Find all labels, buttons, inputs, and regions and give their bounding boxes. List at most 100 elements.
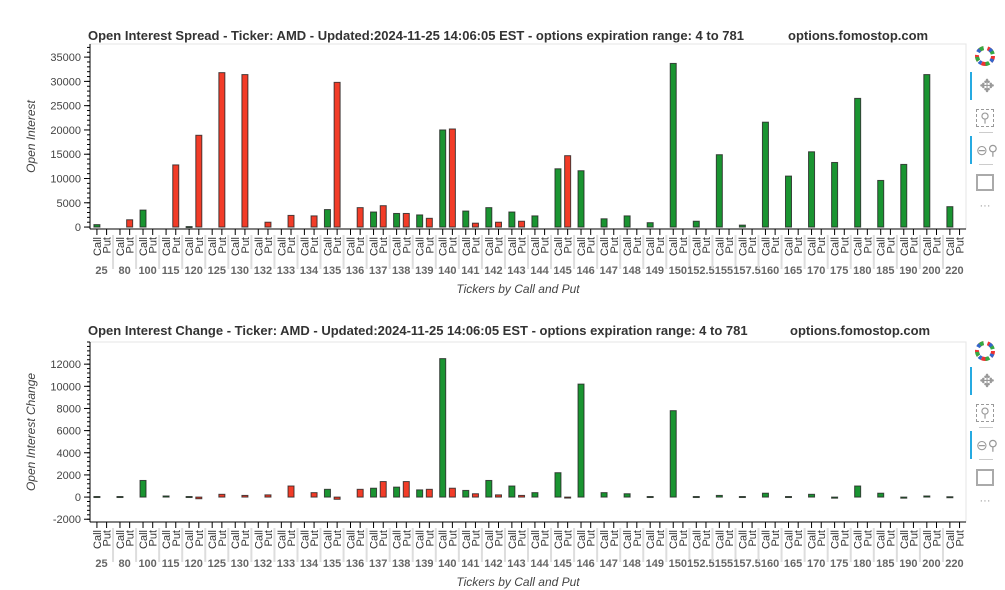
- x-subcategory-label-put: Put: [355, 530, 367, 547]
- x-subcategory-label-call: Call: [599, 530, 611, 549]
- x-subcategory-label-call: Call: [576, 237, 588, 256]
- x-subcategory-label-call: Call: [691, 237, 703, 256]
- x-subcategory-label-call: Call: [830, 530, 842, 549]
- x-subcategory-label-put: Put: [540, 530, 552, 547]
- box-zoom-icon[interactable]: ⚲: [970, 104, 1000, 132]
- x-subcategory-label-call: Call: [807, 530, 819, 549]
- bar-put-135: [333, 81, 341, 228]
- box-zoom-icon[interactable]: ⚲: [970, 399, 1000, 427]
- x-subcategory-label-put: Put: [701, 530, 713, 547]
- x-subcategory-label-put: Put: [908, 237, 920, 254]
- bokeh-logo-icon[interactable]: [970, 42, 1000, 70]
- x-subcategory-label-call: Call: [553, 237, 565, 256]
- x-subcategory-label-put: Put: [171, 237, 183, 254]
- x-category-label: 140: [438, 265, 456, 277]
- bar-put-120: [195, 134, 203, 228]
- x-subcategory-label-call: Call: [161, 237, 173, 256]
- x-subcategory-label-call: Call: [645, 237, 657, 256]
- save-icon[interactable]: [970, 168, 1000, 196]
- wheel-zoom-icon[interactable]: ⊖⚲: [970, 431, 1002, 459]
- x-subcategory-label-put: Put: [885, 530, 897, 547]
- bar-put-142: [494, 494, 502, 498]
- bar-call-138: [393, 486, 401, 498]
- wheel-zoom-icon[interactable]: ⊖⚲: [970, 136, 1002, 164]
- x-subcategory-label-call: Call: [484, 237, 496, 256]
- y-axis-title: Open Interest Change: [24, 373, 38, 491]
- x-subcategory-label-call: Call: [438, 530, 450, 549]
- x-category-label: 175: [830, 558, 848, 570]
- x-category-label: 25: [95, 265, 107, 277]
- x-subcategory-label-call: Call: [853, 237, 865, 256]
- x-subcategory-label-call: Call: [945, 530, 957, 549]
- save-icon[interactable]: [970, 463, 1000, 491]
- more-icon[interactable]: ···: [979, 495, 991, 507]
- x-category-label: 125: [208, 558, 226, 570]
- bar-put-139: [425, 488, 433, 498]
- x-subcategory-label-put: Put: [678, 530, 690, 547]
- x-category-label: 142: [484, 265, 502, 277]
- bar-put-143: [518, 220, 526, 228]
- x-category-label: 143: [507, 558, 525, 570]
- x-category-label: 148: [623, 265, 641, 277]
- x-subcategory-label-put: Put: [447, 530, 459, 547]
- x-subcategory-label-call: Call: [392, 237, 404, 256]
- bar-put-136: [356, 488, 364, 498]
- x-subcategory-label-put: Put: [885, 237, 897, 254]
- x-subcategory-label-call: Call: [737, 530, 749, 549]
- x-category-label: 142: [484, 558, 502, 570]
- bar-put-139: [425, 217, 433, 228]
- bar-call-152.5: [692, 220, 700, 228]
- x-category-label: 145: [553, 265, 571, 277]
- x-category-label: 120: [185, 265, 203, 277]
- x-subcategory-label-put: Put: [770, 237, 782, 254]
- x-category-label: 185: [876, 558, 894, 570]
- y-tick-label: 20000: [50, 125, 81, 137]
- x-subcategory-label-call: Call: [830, 237, 842, 256]
- more-icon[interactable]: ···: [979, 200, 991, 212]
- x-subcategory-label-call: Call: [322, 530, 334, 549]
- x-category-label: 155: [715, 265, 733, 277]
- x-category-label: 140: [438, 558, 456, 570]
- x-subcategory-label-call: Call: [392, 530, 404, 549]
- x-subcategory-label-call: Call: [138, 530, 150, 549]
- y-tick-label: 2000: [57, 470, 81, 482]
- x-category-label: 150: [669, 558, 687, 570]
- bar-call-185: [877, 179, 885, 228]
- bar-call-138: [393, 212, 401, 228]
- x-axis-title: Tickers by Call and Put: [456, 575, 580, 589]
- x-subcategory-label-put: Put: [955, 237, 967, 254]
- x-subcategory-label-put: Put: [931, 237, 943, 254]
- x-subcategory-label-call: Call: [622, 237, 634, 256]
- x-subcategory-label-call: Call: [507, 530, 519, 549]
- bokeh-logo-icon[interactable]: [970, 337, 1000, 365]
- bar-put-138: [402, 481, 410, 498]
- x-category-label: 143: [507, 265, 525, 277]
- x-subcategory-label-call: Call: [461, 237, 473, 256]
- x-subcategory-label-call: Call: [415, 530, 427, 549]
- x-subcategory-label-call: Call: [714, 237, 726, 256]
- x-category-label: 137: [369, 558, 387, 570]
- x-category-label: 180: [853, 265, 871, 277]
- x-subcategory-label-call: Call: [276, 237, 288, 256]
- x-category-label: 220: [945, 265, 963, 277]
- x-category-label: 125: [208, 265, 226, 277]
- bar-call-137: [370, 487, 378, 498]
- pan-icon[interactable]: ✥: [970, 72, 1002, 100]
- bar-call-160: [761, 121, 769, 228]
- x-category-label: 136: [346, 558, 364, 570]
- bar-call-220: [946, 206, 954, 228]
- x-subcategory-label-put: Put: [309, 237, 321, 254]
- x-subcategory-label-call: Call: [115, 530, 127, 549]
- x-subcategory-label-put: Put: [724, 237, 736, 254]
- x-category-label: 115: [162, 558, 180, 570]
- bar-call-155: [715, 154, 723, 228]
- bar-put-136: [356, 207, 364, 228]
- bar-put-145: [564, 155, 572, 228]
- pan-icon[interactable]: ✥: [970, 367, 1002, 395]
- x-category-label: 134: [300, 265, 319, 277]
- x-category-label: 138: [392, 265, 410, 277]
- x-category-label: 120: [185, 558, 203, 570]
- bar-call-180: [854, 97, 862, 228]
- bar-call-147: [600, 492, 608, 498]
- bar-put-145: [564, 496, 572, 499]
